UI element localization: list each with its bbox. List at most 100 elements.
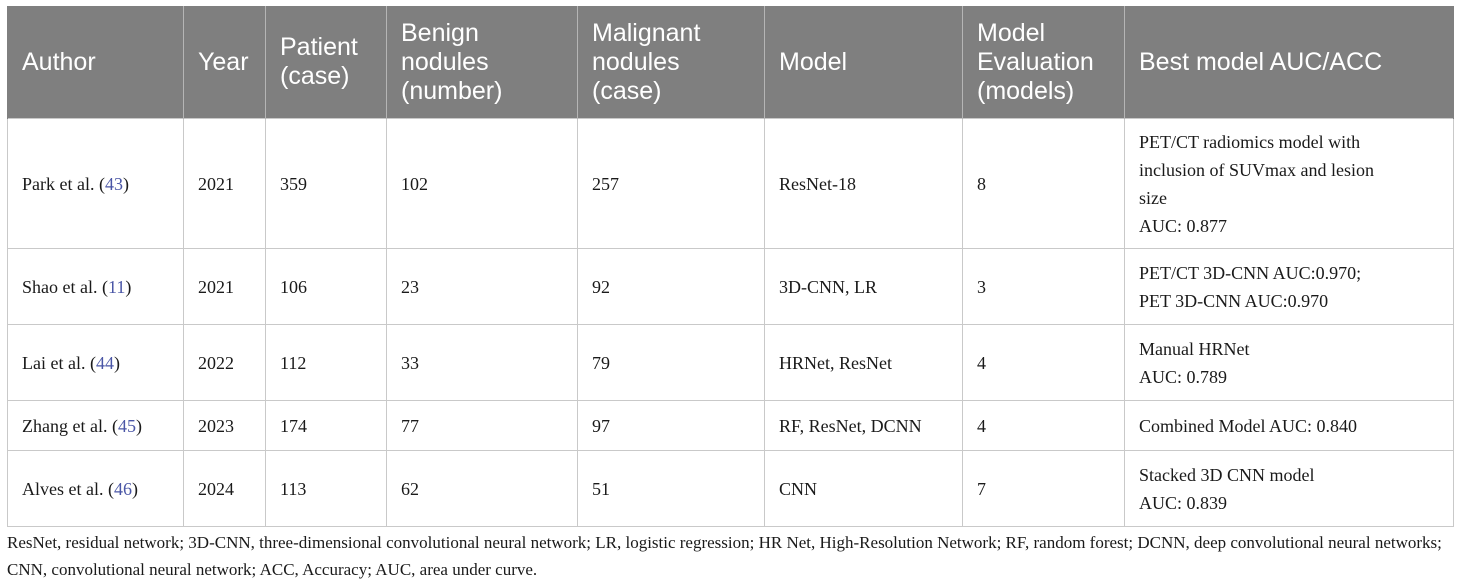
author-close: ) <box>122 173 129 194</box>
cell-author: Alves et al. (46) <box>7 450 184 527</box>
best-model-line: Manual HRNet <box>1139 338 1250 359</box>
cell-evaluation: 7 <box>962 450 1125 527</box>
header-malignant-line-1: Malignant <box>592 18 701 47</box>
cell-patient: 359 <box>265 118 387 249</box>
cell-year: 2021 <box>183 248 266 325</box>
reference-link[interactable]: 44 <box>95 352 114 373</box>
cell-year: 2022 <box>183 324 266 401</box>
cell-malignant: 92 <box>577 248 765 325</box>
cell-benign: 62 <box>386 450 578 527</box>
header-best-model-line-1: Best model AUC/ACC <box>1139 47 1383 76</box>
cell-best-model: PET/CT radiomics model with inclusion of… <box>1124 118 1454 249</box>
header-patient-line-1: Patient <box>280 33 358 61</box>
cell-best-model: Stacked 3D CNN model AUC: 0.839 <box>1124 450 1454 527</box>
cell-model: ResNet-18 <box>764 118 963 249</box>
author-name: Alves et al. ( <box>22 478 114 499</box>
best-model-line: PET/CT radiomics model with <box>1139 131 1361 152</box>
best-model-line: Combined Model AUC: 0.840 <box>1139 415 1358 436</box>
best-model-line: size <box>1139 187 1167 208</box>
cell-evaluation: 4 <box>962 400 1125 451</box>
cell-patient: 106 <box>265 248 387 325</box>
best-model-line: AUC: 0.839 <box>1139 492 1228 513</box>
author-name: Zhang et al. ( <box>22 415 118 436</box>
best-model-line: PET/CT 3D-CNN AUC:0.970; <box>1139 262 1362 283</box>
header-patient-line-2: (case) <box>280 62 350 90</box>
cell-malignant: 97 <box>577 400 765 451</box>
cell-benign: 33 <box>386 324 578 401</box>
header-evaluation-line-2: Evaluation <box>977 47 1094 76</box>
reference-link[interactable]: 43 <box>104 173 123 194</box>
cell-author: Park et al. (43) <box>7 118 184 249</box>
header-model-line-1: Model <box>779 47 848 76</box>
header-row: Author Year Patient (case) Benign nodule… <box>7 6 1454 119</box>
header-benign-line-3: (number) <box>401 76 503 105</box>
cell-benign: 77 <box>386 400 578 451</box>
author-close: ) <box>135 415 142 436</box>
best-model-line: inclusion of SUVmax and lesion <box>1139 159 1374 180</box>
header-evaluation: Model Evaluation (models) <box>962 6 1125 119</box>
reference-link[interactable]: 45 <box>117 415 136 436</box>
cell-malignant: 79 <box>577 324 765 401</box>
cell-model: 3D-CNN, LR <box>764 248 963 325</box>
header-author-line-1: Author <box>22 47 96 76</box>
reference-link[interactable]: 46 <box>113 478 132 499</box>
table-header: Author Year Patient (case) Benign nodule… <box>7 6 1454 119</box>
header-malignant-line-2: nodules <box>592 47 680 76</box>
author-name: Shao et al. ( <box>22 276 108 297</box>
study-comparison-table: Author Year Patient (case) Benign nodule… <box>7 6 1454 527</box>
header-malignant-line-3: (case) <box>592 76 662 105</box>
cell-evaluation: 3 <box>962 248 1125 325</box>
cell-best-model: PET/CT 3D-CNN AUC:0.970; PET 3D-CNN AUC:… <box>1124 248 1454 325</box>
table-row: Shao et al. (11) 2021 106 23 92 3D-CNN, … <box>7 248 1454 325</box>
table-body: Park et al. (43) 2021 359 102 257 ResNet… <box>7 118 1454 527</box>
author-close: ) <box>131 478 138 499</box>
author-close: ) <box>113 352 120 373</box>
table-footnote: ResNet, residual network; 3D-CNN, three-… <box>7 533 1442 579</box>
table-row: Lai et al. (44) 2022 112 33 79 HRNet, Re… <box>7 324 1454 401</box>
header-model: Model <box>764 6 963 119</box>
cell-model: RF, ResNet, DCNN <box>764 400 963 451</box>
cell-best-model: Manual HRNet AUC: 0.789 <box>1124 324 1454 401</box>
cell-author: Shao et al. (11) <box>7 248 184 325</box>
header-benign-line-2: nodules <box>401 47 489 76</box>
header-evaluation-line-3: (models) <box>977 76 1075 105</box>
header-best-model: Best model AUC/ACC <box>1124 6 1454 119</box>
table-row: Alves et al. (46) 2024 113 62 51 CNN 7 S… <box>7 450 1454 527</box>
cell-patient: 174 <box>265 400 387 451</box>
reference-link[interactable]: 11 <box>107 276 126 297</box>
header-author: Author <box>7 6 184 119</box>
best-model-line: Stacked 3D CNN model <box>1139 464 1315 485</box>
study-table-container: Author Year Patient (case) Benign nodule… <box>7 6 1454 527</box>
header-benign-line-1: Benign <box>401 18 479 47</box>
header-year-line-1: Year <box>198 47 249 76</box>
header-evaluation-line-1: Model <box>977 18 1046 47</box>
cell-benign: 102 <box>386 118 578 249</box>
header-patient: Patient (case) <box>265 6 387 119</box>
cell-model: HRNet, ResNet <box>764 324 963 401</box>
author-close: ) <box>125 276 132 297</box>
best-model-line: AUC: 0.789 <box>1139 366 1228 387</box>
cell-patient: 113 <box>265 450 387 527</box>
cell-best-model: Combined Model AUC: 0.840 <box>1124 400 1454 451</box>
cell-malignant: 257 <box>577 118 765 249</box>
best-model-line: AUC: 0.877 <box>1139 215 1228 236</box>
cell-author: Lai et al. (44) <box>7 324 184 401</box>
table-row: Zhang et al. (45) 2023 174 77 97 RF, Res… <box>7 400 1454 451</box>
cell-patient: 112 <box>265 324 387 401</box>
cell-malignant: 51 <box>577 450 765 527</box>
cell-model: CNN <box>764 450 963 527</box>
author-name: Lai et al. ( <box>22 352 96 373</box>
cell-evaluation: 8 <box>962 118 1125 249</box>
cell-year: 2024 <box>183 450 266 527</box>
header-year: Year <box>183 6 266 119</box>
cell-year: 2023 <box>183 400 266 451</box>
cell-evaluation: 4 <box>962 324 1125 401</box>
best-model-line: PET 3D-CNN AUC:0.970 <box>1139 290 1329 311</box>
table-row: Park et al. (43) 2021 359 102 257 ResNet… <box>7 118 1454 249</box>
cell-author: Zhang et al. (45) <box>7 400 184 451</box>
cell-year: 2021 <box>183 118 266 249</box>
header-malignant: Malignant nodules (case) <box>577 6 765 119</box>
author-name: Park et al. ( <box>22 173 105 194</box>
cell-benign: 23 <box>386 248 578 325</box>
header-benign: Benign nodules (number) <box>386 6 578 119</box>
